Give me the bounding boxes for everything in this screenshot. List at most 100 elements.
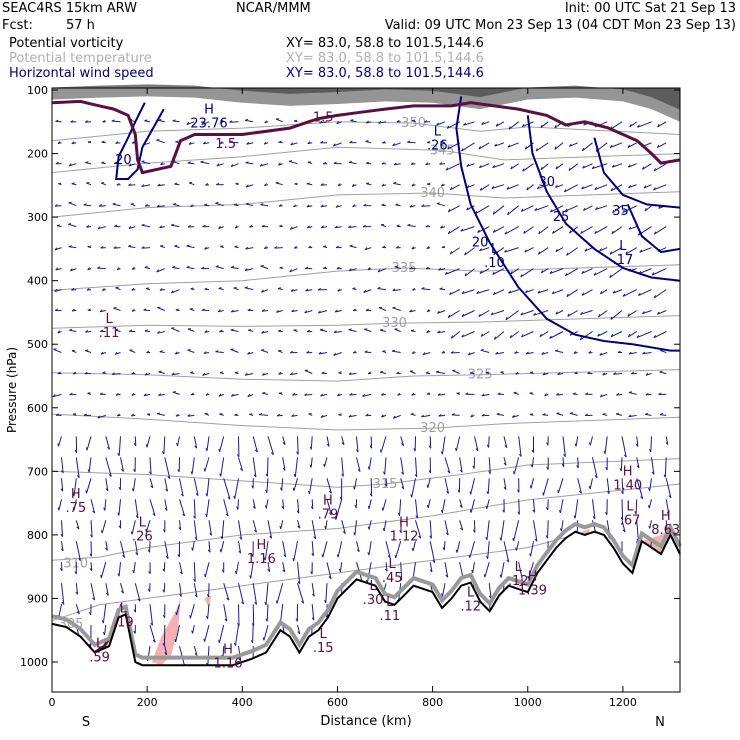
wind-vector-head <box>97 266 101 269</box>
wind-vector <box>642 352 652 355</box>
wind-vector-head <box>238 658 242 662</box>
wind-vector-head <box>240 468 243 471</box>
wind-vector-head <box>274 246 278 249</box>
wind-vector-head <box>220 119 224 122</box>
wind-vector-head <box>579 490 582 494</box>
wind-vector <box>639 247 652 253</box>
wind-vector-head <box>410 329 414 332</box>
wind-vector-head <box>469 491 472 495</box>
wind-vector-head <box>394 265 399 268</box>
wind-speed-contour-line <box>593 137 681 209</box>
wind-vector-head <box>278 349 282 352</box>
wind-vector-head <box>85 447 88 451</box>
wind-vector-head <box>289 372 293 376</box>
wind-vector <box>245 162 254 165</box>
wind-vector-head <box>381 414 384 418</box>
hl-marker-value: .30 <box>363 593 384 608</box>
wind-vector-head <box>421 287 425 290</box>
wind-vector-head <box>628 414 632 418</box>
wind-vector <box>120 583 124 594</box>
wind-vector-head <box>262 391 266 394</box>
wind-vector <box>522 163 534 172</box>
wind-vector-head <box>610 316 613 320</box>
wind-vector <box>526 184 534 191</box>
wind-vector-head <box>85 161 89 164</box>
wind-vector-head <box>436 370 440 373</box>
wind-vector-head <box>609 251 613 255</box>
wind-vector-head <box>90 534 93 538</box>
wind-vector <box>319 329 328 332</box>
wind-vector-head <box>653 187 656 191</box>
hl-marker-value: .59 <box>89 650 110 665</box>
wind-vector-head <box>56 224 60 227</box>
wind-vector-head <box>84 371 88 375</box>
wind-vector-head <box>531 449 534 453</box>
wind-vector-head <box>555 349 559 352</box>
wind-vector <box>157 184 165 187</box>
wind-vector <box>61 583 65 605</box>
wind-vector-head <box>165 488 168 492</box>
wind-vector <box>518 562 524 583</box>
wind-vector <box>592 457 598 478</box>
wind-vector-head <box>441 245 445 248</box>
wind-vector <box>75 583 79 595</box>
wind-vector <box>411 478 416 498</box>
wind-vector <box>470 478 475 495</box>
wind-vector <box>120 541 125 558</box>
wind-vector-head <box>216 163 220 167</box>
wind-vector <box>171 327 180 332</box>
wind-vector <box>68 202 77 207</box>
wind-vector <box>310 436 313 450</box>
wind-vector-head <box>517 511 520 515</box>
wind-vector-head <box>640 496 644 500</box>
wind-vector-head <box>605 511 608 516</box>
wind-vector-head <box>379 370 384 373</box>
wind-vector-head <box>337 183 341 186</box>
wind-vector-head <box>238 550 241 554</box>
wind-vector-head <box>529 371 534 374</box>
wind-vector <box>263 624 269 641</box>
wind-vector-head <box>186 244 190 247</box>
wind-vector-head <box>275 600 278 604</box>
wind-vector-head <box>205 513 208 517</box>
wind-vector-head <box>461 334 465 338</box>
wind-vector-head <box>307 225 310 229</box>
wind-vector <box>628 331 637 338</box>
wind-vector-head <box>158 119 162 121</box>
wind-vector-head <box>532 509 535 513</box>
wind-vector-head <box>57 443 59 447</box>
wind-vector <box>289 268 298 273</box>
wind-vector <box>567 310 578 317</box>
wind-vector <box>267 457 269 477</box>
wind-vector-head <box>88 643 92 647</box>
pv-contour-label: 1.5 <box>313 110 334 125</box>
wind-vector-head <box>529 413 533 415</box>
wind-vector-head <box>321 371 325 374</box>
wind-vector <box>118 499 121 516</box>
wind-vector-head <box>539 333 542 337</box>
wind-vector <box>463 121 475 126</box>
wind-vector <box>664 457 667 478</box>
wind-vector <box>610 331 623 338</box>
wind-vector-head <box>568 167 571 171</box>
wind-vector-head <box>195 492 199 496</box>
wind-vector <box>206 499 210 517</box>
wind-vector-head <box>102 288 105 291</box>
wind-vector <box>665 436 669 445</box>
wind-vector <box>294 457 298 477</box>
wind-vector-head <box>367 505 370 509</box>
wind-vector <box>368 520 372 530</box>
wind-vector-head <box>415 515 418 519</box>
wind-vector-head <box>492 211 495 215</box>
field-name-wind: Horizontal wind speed <box>9 66 154 81</box>
wind-vector <box>354 520 357 536</box>
wind-vector <box>554 142 564 150</box>
hl-marker-letter: H <box>71 487 81 502</box>
wind-vector-head <box>393 162 397 166</box>
wind-vector-head <box>148 570 151 575</box>
wind-vector-head <box>289 269 292 273</box>
wind-vector-head <box>379 328 384 331</box>
wind-vector-head <box>131 308 135 312</box>
wind-vector-head <box>323 463 325 467</box>
